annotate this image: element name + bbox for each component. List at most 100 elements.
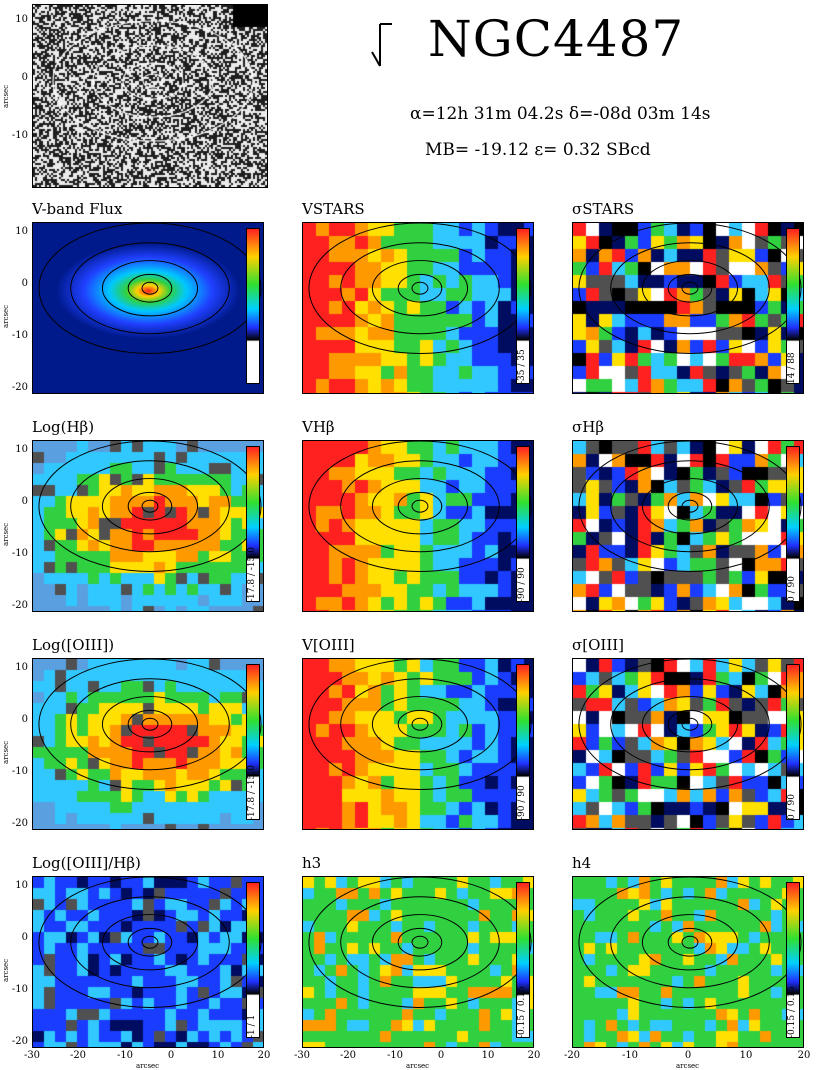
panel-title-logoiii: Log([OIII]) bbox=[32, 636, 115, 654]
ytick-logoiii-0: 10 bbox=[15, 662, 28, 673]
xtick-h3-2: -10 bbox=[386, 1050, 404, 1061]
colorbar-range-loghb: -17.8 / -15.0 bbox=[247, 547, 257, 602]
xtick-ratio-5: 20 bbox=[257, 1050, 271, 1061]
colorbar-ratio bbox=[246, 882, 260, 1038]
map-pixels-logoiii bbox=[33, 659, 263, 829]
colorbar-soiii bbox=[786, 664, 800, 820]
map-shb bbox=[572, 440, 804, 612]
map-sstars bbox=[572, 222, 804, 394]
colorbar-range-sstars: 14 / 88 bbox=[787, 352, 797, 384]
ylabel-vflux: arcsec bbox=[2, 304, 10, 328]
colorbar-range-vhb: -90 / 90 bbox=[517, 567, 527, 602]
map-h4 bbox=[572, 876, 804, 1048]
panel-title-shb: σHβ bbox=[572, 418, 604, 436]
coordinates-line: α=12h 31m 04.2s δ=-08d 03m 14s bbox=[410, 104, 711, 124]
colorbar-vstars bbox=[516, 228, 530, 384]
xtick-ratio-1: -20 bbox=[69, 1050, 87, 1061]
ytick-ratio-3: -20 bbox=[11, 1036, 28, 1047]
panel-title-h4: h4 bbox=[572, 854, 592, 872]
colorbar-range-shb: 0 / 90 bbox=[787, 576, 797, 602]
colorbar-voiii bbox=[516, 664, 530, 820]
ytick-logoiii-3: -20 bbox=[11, 818, 28, 829]
map-pixels-voiii bbox=[303, 659, 533, 829]
map-pixels-loghb bbox=[33, 441, 263, 611]
map-vstars bbox=[302, 222, 534, 394]
thumb-ytick-0: 0 bbox=[21, 72, 28, 83]
thumbnail-image bbox=[32, 4, 268, 188]
map-loghb bbox=[32, 440, 264, 612]
colorbar-range-ratio: -1 / 1 bbox=[247, 1014, 257, 1038]
xtick-h4-1: -10 bbox=[621, 1050, 639, 1061]
colorbar-h3 bbox=[516, 882, 530, 1038]
ytick-loghb-2: -10 bbox=[11, 548, 28, 559]
panel-title-vstars: VSTARS bbox=[302, 200, 365, 218]
panel-title-soiii: σ[OIII] bbox=[572, 636, 625, 654]
colorbar-vhb bbox=[516, 446, 530, 602]
colorbar-vflux bbox=[246, 228, 260, 384]
xtick-h3-3: 0 bbox=[437, 1050, 445, 1061]
ytick-vflux-3: -20 bbox=[11, 382, 28, 393]
ytick-vflux-2: -10 bbox=[11, 330, 28, 341]
panel-title-voiii: V[OIII] bbox=[302, 636, 355, 654]
map-pixels-shb bbox=[573, 441, 803, 611]
panel-title-sstars: σSTARS bbox=[572, 200, 635, 218]
xtick-h4-0: -20 bbox=[563, 1050, 581, 1061]
panel-title-loghb: Log(Hβ) bbox=[32, 418, 95, 436]
properties-line: MB= -19.12 ε= 0.32 SBcd bbox=[425, 140, 651, 160]
colorbar-loghb bbox=[246, 446, 260, 602]
colorbar-range-logoiii: -17.8 / -15.0 bbox=[247, 765, 257, 820]
ytick-vflux-0: 10 bbox=[15, 226, 28, 237]
xtick-ratio-4: 10 bbox=[211, 1050, 225, 1061]
map-vhb bbox=[302, 440, 534, 612]
colorbar-range-h4: -0.15 / 0.15 bbox=[787, 986, 797, 1038]
panel-title-vflux: V-band Flux bbox=[32, 200, 123, 218]
ytick-loghb-1: 0 bbox=[21, 496, 28, 507]
map-pixels-ratio bbox=[33, 877, 263, 1047]
ytick-logoiii-2: -10 bbox=[11, 766, 28, 777]
ylabel-loghb: arcsec bbox=[2, 522, 10, 546]
ylabel-logoiii: arcsec bbox=[2, 740, 10, 764]
map-soiii bbox=[572, 658, 804, 830]
thumbnail-pixels bbox=[33, 5, 267, 187]
xlabel-h3: arcsec bbox=[406, 1062, 430, 1070]
map-pixels-soiii bbox=[573, 659, 803, 829]
xtick-ratio-3: 0 bbox=[167, 1050, 175, 1061]
colorbar-range-soiii: 0 / 90 bbox=[787, 794, 797, 820]
xtick-h3-0: -30 bbox=[293, 1050, 311, 1061]
map-pixels-vstars bbox=[303, 223, 533, 393]
ytick-ratio-0: 10 bbox=[15, 880, 28, 891]
xtick-h3-4: 10 bbox=[481, 1050, 495, 1061]
map-pixels-h3 bbox=[303, 877, 533, 1047]
colorbar-range-vstars: -35 / 35 bbox=[517, 349, 527, 384]
xtick-h3-1: -20 bbox=[339, 1050, 357, 1061]
map-logoiii bbox=[32, 658, 264, 830]
ylabel-ratio: arcsec bbox=[2, 958, 10, 982]
panel-title-vhb: VHβ bbox=[302, 418, 335, 436]
map-voiii bbox=[302, 658, 534, 830]
xlabel-h4: arcsec bbox=[676, 1062, 700, 1070]
thumb-ytick-10: 10 bbox=[15, 14, 28, 25]
map-h3 bbox=[302, 876, 534, 1048]
xtick-h4-4: 20 bbox=[797, 1050, 811, 1061]
colorbar-range-voiii: -90 / 90 bbox=[517, 785, 527, 820]
colorbar-h4 bbox=[786, 882, 800, 1038]
ytick-ratio-1: 0 bbox=[21, 932, 28, 943]
panel-title-ratio: Log([OIII]/Hβ) bbox=[32, 854, 141, 872]
colorbar-sstars bbox=[786, 228, 800, 384]
colorbar-shb bbox=[786, 446, 800, 602]
ytick-logoiii-1: 0 bbox=[21, 714, 28, 725]
xlabel-ratio: arcsec bbox=[136, 1062, 160, 1070]
ytick-ratio-2: -10 bbox=[11, 984, 28, 995]
xtick-ratio-2: -10 bbox=[116, 1050, 134, 1061]
thumb-ylabel: arcsec bbox=[2, 84, 10, 108]
ytick-loghb-3: -20 bbox=[11, 600, 28, 611]
map-vflux bbox=[32, 222, 264, 394]
thumb-ytick-neg10: -10 bbox=[11, 130, 28, 141]
thumbnail-panel: 10 0 -10 arcsec bbox=[0, 0, 270, 200]
map-pixels-h4 bbox=[573, 877, 803, 1047]
panel-title-h3: h3 bbox=[302, 854, 322, 872]
ytick-vflux-1: 0 bbox=[21, 278, 28, 289]
colorbar-range-h3: -0.15 / 0.15 bbox=[517, 986, 527, 1038]
map-pixels-vhb bbox=[303, 441, 533, 611]
galaxy-name: NGC4487 bbox=[428, 10, 685, 68]
